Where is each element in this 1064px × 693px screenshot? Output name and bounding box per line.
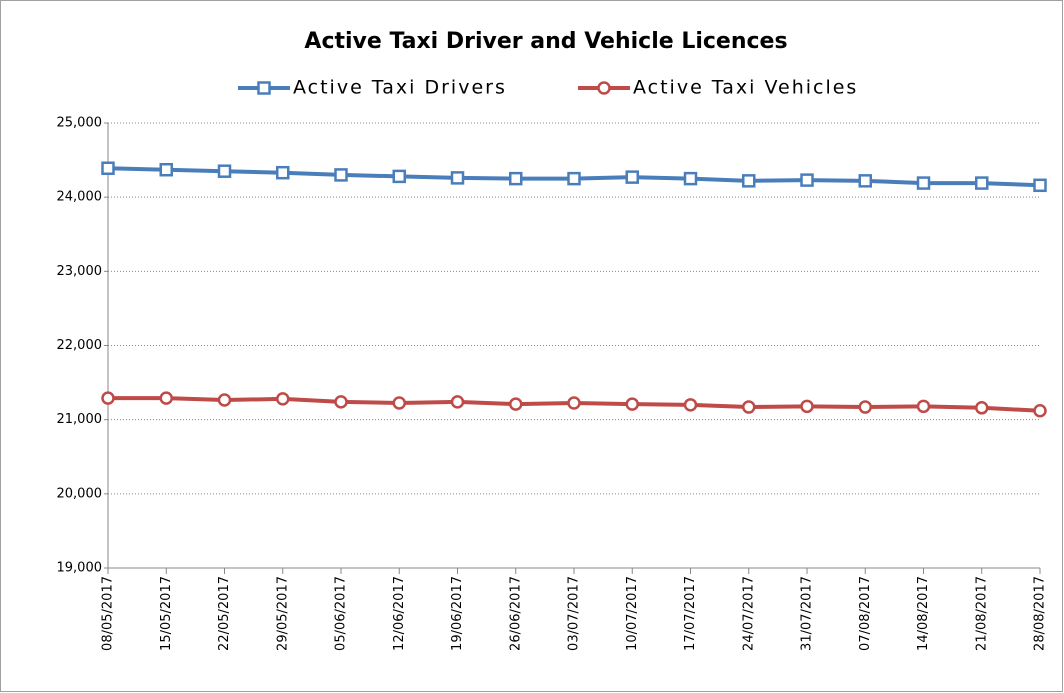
data-point — [450, 395, 465, 409]
data-point — [683, 171, 698, 186]
data-point — [742, 400, 756, 414]
x-tick-label: 12/06/2017 — [392, 576, 407, 651]
x-tick-label: 21/08/2017 — [974, 576, 989, 651]
data-point — [683, 398, 698, 412]
x-tick-label: 31/07/2017 — [800, 576, 815, 651]
data-point — [101, 161, 115, 175]
data-point — [625, 397, 639, 411]
data-point — [101, 391, 115, 405]
data-point — [159, 162, 173, 177]
data-point — [509, 397, 523, 411]
x-tick-label: 19/06/2017 — [450, 576, 465, 651]
data-point — [276, 165, 290, 180]
x-tick-label: 05/06/2017 — [334, 576, 349, 651]
data-point — [975, 401, 989, 415]
x-tick-label: 28/08/2017 — [1033, 576, 1048, 651]
data-point — [217, 393, 232, 407]
data-point — [217, 164, 232, 178]
chart-title: Active Taxi Driver and Vehicle Licences — [304, 29, 787, 54]
data-point — [800, 399, 814, 414]
x-tick-label: 10/07/2017 — [625, 576, 640, 651]
x-tick-label: 08/05/2017 — [101, 576, 116, 651]
data-point — [509, 171, 523, 186]
data-point — [1033, 178, 1047, 193]
x-tick-label: 15/05/2017 — [159, 576, 174, 651]
data-point — [858, 174, 872, 188]
data-point — [392, 396, 406, 410]
x-tick-label: 26/06/2017 — [508, 576, 523, 651]
y-tick-label: 22,000 — [57, 338, 103, 353]
x-tick-label: 14/08/2017 — [916, 576, 931, 651]
data-point — [567, 396, 581, 410]
data-point — [276, 392, 290, 406]
y-tick-label: 25,000 — [57, 116, 103, 131]
data-point — [334, 168, 348, 182]
x-tick-label: 03/07/2017 — [567, 576, 582, 651]
data-point — [800, 173, 814, 187]
y-tick-label: 21,000 — [57, 412, 103, 427]
legend-label: Active Taxi Vehicles — [633, 77, 858, 99]
y-tick-label: 19,000 — [57, 561, 103, 576]
y-tick-label: 23,000 — [57, 264, 103, 279]
data-point — [916, 176, 931, 190]
y-tick-label: 24,000 — [57, 190, 103, 205]
data-point — [916, 399, 931, 414]
data-point — [334, 395, 348, 409]
legend-marker — [257, 81, 271, 95]
data-point — [625, 170, 639, 184]
data-point — [858, 400, 872, 414]
data-point — [567, 171, 581, 186]
legend-label: Active Taxi Drivers — [293, 77, 507, 99]
legend-marker — [597, 81, 611, 95]
data-point — [392, 169, 406, 184]
data-point — [742, 174, 756, 188]
data-point — [450, 171, 465, 185]
x-tick-label: 29/05/2017 — [275, 576, 290, 651]
x-tick-label: 22/05/2017 — [217, 576, 232, 651]
x-tick-label: 24/07/2017 — [741, 576, 756, 651]
x-tick-label: 07/08/2017 — [858, 576, 873, 651]
y-tick-label: 20,000 — [57, 486, 103, 501]
x-tick-label: 17/07/2017 — [683, 576, 698, 651]
data-point — [1033, 404, 1047, 418]
data-point — [975, 176, 989, 190]
data-point — [159, 391, 173, 405]
